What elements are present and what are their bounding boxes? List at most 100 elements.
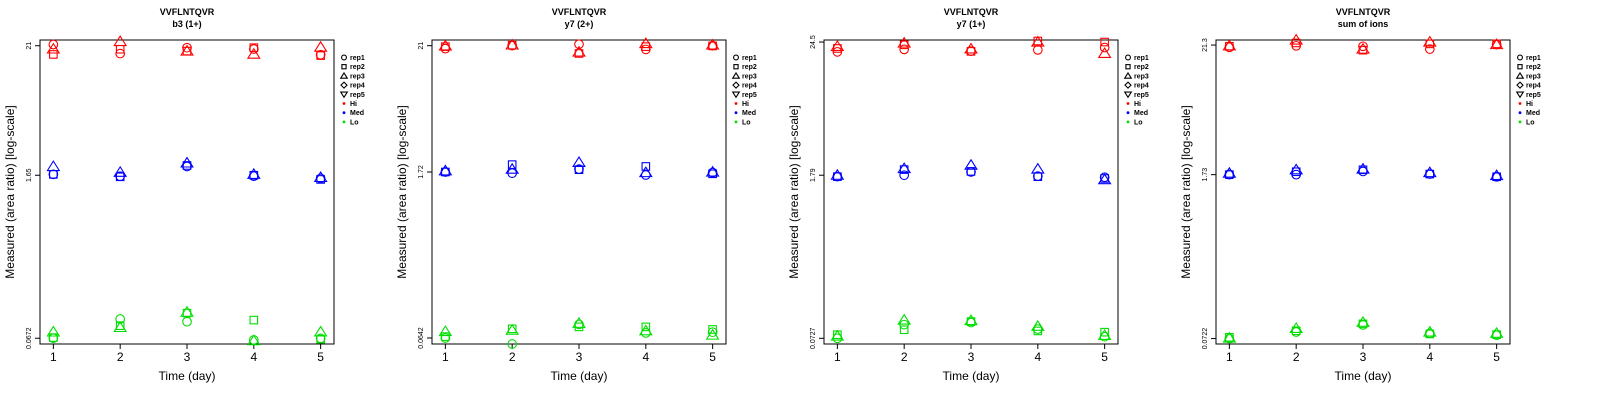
data-point-med-rep2 bbox=[49, 170, 58, 179]
data-point-hi-rep1 bbox=[48, 39, 59, 50]
legend-label: rep3 bbox=[350, 73, 365, 80]
y-axis-label: Measured (area ratio) [log-scale] bbox=[1179, 105, 1193, 278]
legend-label: Hi bbox=[1134, 101, 1141, 108]
data-point-lo-rep3 bbox=[1097, 328, 1112, 340]
data-point-lo-rep1 bbox=[440, 333, 451, 343]
data-point-hi-rep3 bbox=[438, 39, 453, 51]
legend-marker bbox=[341, 64, 347, 70]
legend-marker bbox=[341, 54, 347, 61]
legend-marker bbox=[340, 81, 348, 89]
data-point-med-rep3 bbox=[572, 155, 586, 167]
y-axis-label: Measured (area ratio) [log-scale] bbox=[395, 105, 409, 278]
x-tick-label: 5 bbox=[709, 350, 716, 364]
legend-marker bbox=[1123, 91, 1133, 99]
data-point-med-rep2 bbox=[182, 161, 192, 170]
data-point-med-rep3 bbox=[897, 162, 912, 174]
data-point-lo-rep2 bbox=[1033, 326, 1043, 336]
data-point-med-rep3 bbox=[1289, 163, 1304, 175]
data-point-hi-rep3 bbox=[1222, 39, 1237, 51]
y-tick-label: 1.65 bbox=[26, 168, 33, 182]
data-point-lo-rep3 bbox=[1489, 326, 1504, 338]
data-point-med-rep2 bbox=[507, 160, 517, 169]
data-point-hi-rep1 bbox=[1291, 40, 1302, 51]
x-tick-label: 1 bbox=[442, 350, 449, 364]
y-tick-label: 21 bbox=[418, 42, 425, 50]
x-tick-label: 3 bbox=[968, 350, 975, 364]
data-point-lo-rep3 bbox=[505, 323, 520, 335]
legend-label: rep5 bbox=[1526, 92, 1541, 99]
data-point-hi-rep2 bbox=[1100, 37, 1109, 47]
data-point-hi-rep1 bbox=[1424, 44, 1435, 54]
data-point-hi-rep1 bbox=[574, 39, 584, 50]
y-tick-label: 0.0672 bbox=[26, 327, 33, 349]
legend-label: rep4 bbox=[350, 83, 365, 90]
legend-marker bbox=[342, 120, 346, 124]
data-point-med-rep3 bbox=[438, 164, 453, 176]
legend-label: rep5 bbox=[742, 92, 757, 99]
data-point-lo-rep2 bbox=[1291, 326, 1301, 336]
legend-marker bbox=[731, 91, 741, 99]
x-axis-label: Time (day) bbox=[159, 369, 216, 383]
legend-marker bbox=[1518, 111, 1522, 115]
data-point-hi-rep1 bbox=[640, 44, 651, 55]
chart-title: VVFLNTQVR bbox=[1336, 7, 1391, 17]
data-point-hi-rep3 bbox=[1289, 33, 1304, 45]
legend-label: rep4 bbox=[1526, 83, 1541, 90]
data-point-lo-rep3 bbox=[638, 324, 653, 336]
legend-marker bbox=[734, 102, 738, 105]
x-tick-label: 1 bbox=[1226, 350, 1233, 364]
legend-marker bbox=[733, 54, 739, 61]
data-point-med-rep3 bbox=[113, 165, 128, 177]
y-tick-label: 24.5 bbox=[810, 35, 817, 49]
data-point-med-rep3 bbox=[964, 158, 978, 170]
data-point-med-rep3 bbox=[705, 165, 720, 177]
legend-marker bbox=[1126, 102, 1130, 105]
data-point-lo-rep3 bbox=[830, 329, 845, 341]
legend-label: rep1 bbox=[1134, 55, 1149, 62]
data-point-lo-rep3 bbox=[1289, 321, 1304, 333]
y-tick-label: 1.73 bbox=[1202, 168, 1209, 182]
data-point-med-rep3 bbox=[313, 171, 328, 183]
x-axis-label: Time (day) bbox=[1335, 369, 1392, 383]
x-tick-label: 3 bbox=[184, 350, 191, 364]
data-point-hi-rep1 bbox=[1032, 45, 1043, 55]
data-point-lo-rep3 bbox=[1422, 325, 1437, 337]
legend-marker bbox=[1518, 120, 1522, 124]
data-point-lo-rep3 bbox=[705, 328, 720, 340]
plot-frame bbox=[823, 39, 1119, 345]
data-point-med-rep3 bbox=[830, 168, 845, 180]
legend-marker bbox=[732, 81, 740, 89]
data-point-lo-rep2 bbox=[708, 325, 717, 334]
legend-marker bbox=[731, 71, 741, 79]
legend-label: rep1 bbox=[742, 55, 757, 62]
data-point-hi-rep3 bbox=[572, 45, 586, 57]
data-point-med-rep3 bbox=[246, 167, 261, 179]
data-point-hi-rep2 bbox=[1291, 38, 1301, 48]
data-point-med-rep3 bbox=[1097, 173, 1112, 185]
data-point-med-rep2 bbox=[966, 167, 976, 176]
chart-panel-1: VVFLNTQVR b3 (1+) 1 2 3 4 5 Time (day) 0.0672 1.6… bbox=[3, 7, 365, 383]
data-point-hi-rep3 bbox=[1422, 35, 1437, 47]
legend-marker bbox=[339, 71, 349, 79]
data-point-lo-rep1 bbox=[899, 319, 910, 330]
y-tick-label: 0.0642 bbox=[418, 327, 425, 349]
data-point-lo-rep1 bbox=[115, 314, 126, 324]
data-point-hi-rep2 bbox=[249, 43, 259, 53]
data-point-med-rep3 bbox=[1489, 169, 1504, 181]
legend-label: rep2 bbox=[1134, 64, 1149, 71]
data-point-lo-rep1 bbox=[182, 316, 192, 327]
x-tick-label: 4 bbox=[1034, 350, 1041, 364]
data-point-hi-rep3 bbox=[705, 38, 720, 50]
legend-label: rep2 bbox=[1526, 64, 1541, 71]
legend-label: rep3 bbox=[1134, 73, 1149, 80]
legend-label: rep1 bbox=[350, 55, 365, 62]
legend-label: Med bbox=[1526, 110, 1540, 117]
data-point-hi-rep3 bbox=[313, 40, 328, 52]
data-point-hi-rep1 bbox=[899, 44, 910, 55]
y-axis-label: Measured (area ratio) [log-scale] bbox=[787, 105, 801, 278]
legend-label: Hi bbox=[1526, 101, 1533, 108]
legend-marker bbox=[733, 64, 739, 70]
data-point-hi-rep3 bbox=[638, 37, 653, 49]
data-point-hi-rep2 bbox=[1425, 39, 1435, 49]
